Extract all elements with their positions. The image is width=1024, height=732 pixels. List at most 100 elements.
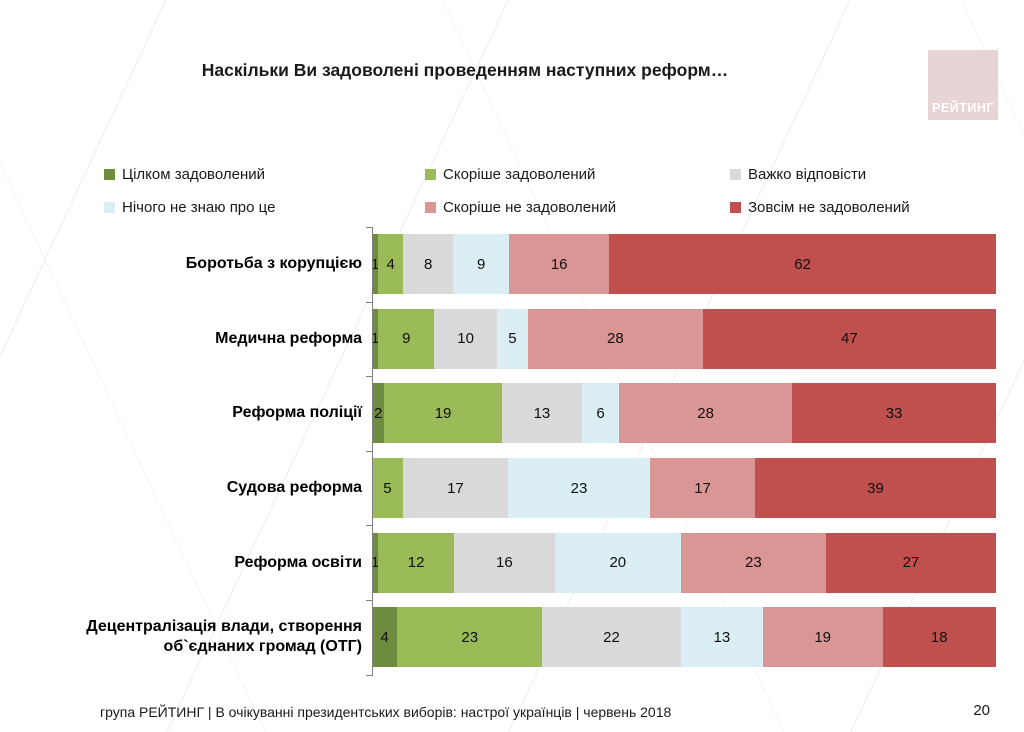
stacked-bar: 2 19 13 6 28 33 <box>372 383 996 444</box>
segment-value: 28 <box>607 330 624 348</box>
segment-value: 16 <box>550 255 568 273</box>
bar-segment: 9 <box>453 234 510 295</box>
bar-segment: 13 <box>680 607 763 668</box>
bar-segment: 17 <box>402 458 508 519</box>
segment-value: 13 <box>713 628 731 646</box>
stacked-bar-chart: Боротьба з корупцією 1 4 8 9 16 62 Медична рефо… <box>12 227 996 676</box>
axis-tick <box>366 525 373 527</box>
bar-segment: 4 <box>372 607 398 668</box>
chart-title: Наскільки Ви задоволені проведенням наст… <box>201 60 729 80</box>
stacked-bar: 4 23 22 13 19 18 <box>372 607 996 668</box>
segment-value: 5 <box>508 330 517 348</box>
segment-value: 4 <box>380 628 389 646</box>
bar-segment: 13 <box>501 383 583 444</box>
bar-segment: 33 <box>792 383 996 444</box>
bar-segment: 19 <box>762 607 883 668</box>
bar-segment: 27 <box>825 532 996 593</box>
bar-segment: 28 <box>528 308 703 369</box>
segment-value: 8 <box>423 255 433 273</box>
segment-value: 4 <box>386 255 395 273</box>
bar-segment: 62 <box>609 234 996 295</box>
page-number: 20 <box>973 702 990 719</box>
segment-value: 13 <box>533 404 551 422</box>
segment-value: 27 <box>902 554 920 572</box>
segment-value: 9 <box>402 330 411 348</box>
legend-item: Зовсім не задоволений <box>730 197 910 217</box>
bar-row: Реформа поліції 2 19 13 6 28 33 <box>12 376 996 451</box>
axis-tick <box>366 301 373 303</box>
segment-value: 28 <box>697 404 714 422</box>
bar-segment: 23 <box>397 607 543 668</box>
stacked-bar: 5 17 23 17 39 <box>372 458 996 519</box>
bar-segment: 20 <box>554 532 681 593</box>
bar-segment: 1 <box>371 532 379 593</box>
stacked-bar: 1 9 10 5 28 47 <box>370 308 996 369</box>
segment-value: 19 <box>814 628 832 646</box>
bar-row: Медична реформа 1 9 10 5 28 47 <box>12 302 996 377</box>
bar-segment: 16 <box>453 532 555 593</box>
rating-logo: РЕЙТИНГ <box>928 50 998 120</box>
axis-tick <box>366 376 373 378</box>
bar-segment: 4 <box>378 234 404 295</box>
category-label: Реформа освіти <box>234 553 362 571</box>
segment-value: 6 <box>596 404 605 422</box>
bar-segment: 1 <box>370 308 380 369</box>
stacked-bar: 1 4 8 9 16 62 <box>371 234 996 295</box>
axis-tick <box>366 674 373 676</box>
bar-segment: 17 <box>650 458 756 519</box>
bar-segment: 2 <box>372 383 385 444</box>
bar-segment: 23 <box>680 532 826 593</box>
segment-value: 62 <box>794 255 811 273</box>
axis-tick <box>366 600 373 601</box>
rating-logo-text: РЕЙТИНГ <box>932 101 994 115</box>
segment-value: 5 <box>383 479 392 497</box>
category-label: Боротьба з корупцією <box>185 255 362 273</box>
segment-value: 1 <box>370 330 380 348</box>
segment-value: 23 <box>744 554 762 572</box>
bar-segment: 6 <box>582 383 620 444</box>
bar-segment: 8 <box>403 234 454 295</box>
bar-segment: 39 <box>755 458 996 519</box>
legend-swatch-icon <box>104 201 115 213</box>
category-label: Судова реформа <box>226 479 362 497</box>
segment-value: 33 <box>885 404 903 422</box>
legend-item: Скоріше не задоволений <box>425 197 730 217</box>
legend: Цілком задоволений Скоріше задоволений Важ… <box>104 164 910 217</box>
segment-value: 22 <box>603 628 620 646</box>
segment-value: 39 <box>867 479 884 497</box>
bar-segment: 5 <box>496 308 528 369</box>
bar-row: Судова реформа 5 17 23 17 39 <box>12 451 996 526</box>
bar-segment: 5 <box>372 458 403 519</box>
legend-label: Скоріше задоволений <box>443 165 596 183</box>
segment-value: 9 <box>477 255 486 273</box>
bar-segment: 28 <box>619 383 793 444</box>
bar-row: Децентралізація влади, створення об`єдна… <box>12 600 996 675</box>
legend-swatch-icon <box>730 168 741 180</box>
legend-label: Зовсім не задоволений <box>748 198 910 216</box>
bar-segment: 1 <box>371 234 379 295</box>
legend-item: Цілком задоволений <box>104 164 425 184</box>
legend-swatch-icon <box>104 168 115 180</box>
bar-segment: 16 <box>509 234 610 295</box>
bar-segment: 10 <box>434 308 497 369</box>
bar-segment: 18 <box>882 607 996 668</box>
stacked-bar: 1 12 16 20 23 27 <box>371 532 996 593</box>
segment-value: 2 <box>374 404 383 422</box>
category-label: Реформа поліції <box>232 404 362 422</box>
bar-row: Реформа освіти 1 12 16 20 23 27 <box>12 525 996 600</box>
legend-label: Нічого не знаю про це <box>122 198 276 216</box>
category-label: Медична реформа <box>215 329 362 347</box>
bar-segment: 23 <box>507 458 651 519</box>
axis-tick <box>366 450 373 452</box>
legend-item: Нічого не знаю про це <box>104 197 425 217</box>
segment-value: 23 <box>570 479 588 497</box>
segment-value: 16 <box>496 554 513 572</box>
bar-segment: 12 <box>378 532 454 593</box>
legend-swatch-icon <box>730 201 741 213</box>
legend-swatch-icon <box>425 168 436 180</box>
axis-tick <box>366 227 373 228</box>
segment-value: 18 <box>930 628 948 646</box>
segment-value: 23 <box>461 628 479 646</box>
bar-segment: 19 <box>384 383 502 444</box>
